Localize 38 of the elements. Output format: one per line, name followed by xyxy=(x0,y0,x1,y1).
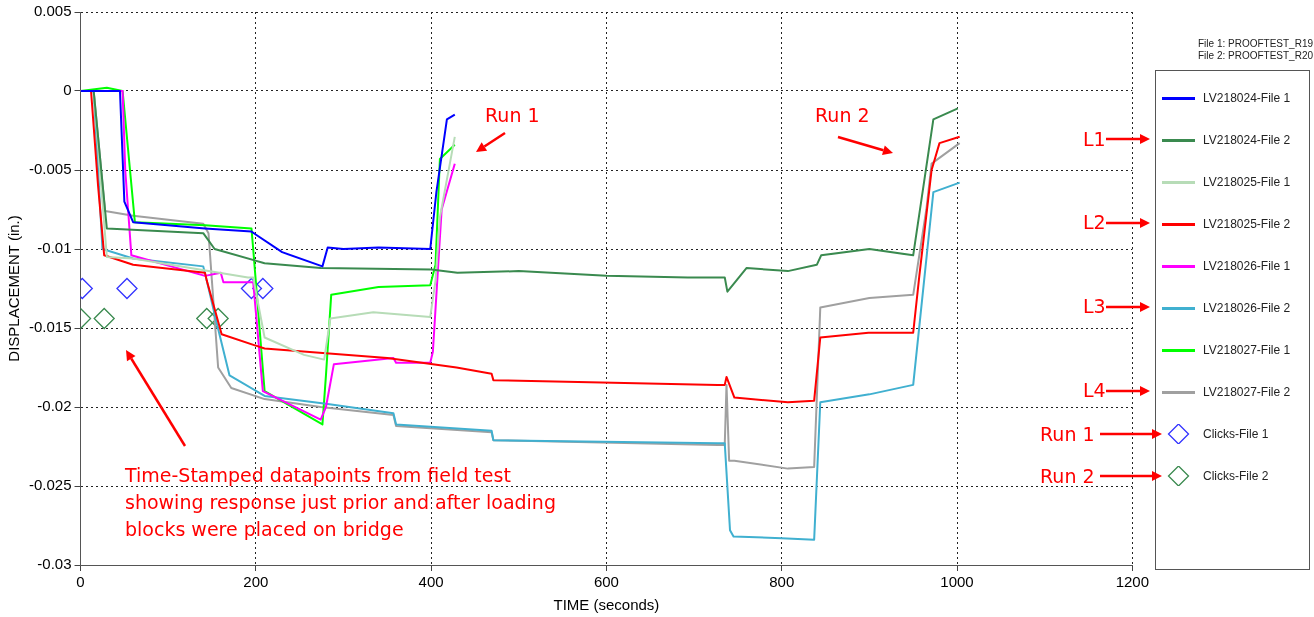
y-tick-label: -0.03 xyxy=(37,555,72,573)
y-tick-label: 0.005 xyxy=(33,2,72,20)
legend-label: Clicks-File 1 xyxy=(1203,427,1269,441)
y-tick-label: 0 xyxy=(63,81,72,99)
legend-label: LV218026-File 2 xyxy=(1203,301,1291,315)
text: File 1: PROOFTEST_R19 xyxy=(1198,38,1314,50)
x-tick-label: 1000 xyxy=(940,573,974,591)
annotation: L4 xyxy=(1083,378,1106,403)
y-tick-label: -0.01 xyxy=(37,239,72,257)
x-tick-label: 600 xyxy=(593,573,619,591)
y-tick-label: -0.02 xyxy=(37,397,72,415)
x-tick-label: 400 xyxy=(418,573,444,591)
annotation: Run 2 xyxy=(815,103,870,128)
x-tick-label: 800 xyxy=(769,573,795,591)
legend-label: Clicks-File 2 xyxy=(1203,469,1269,483)
legend-label: LV218025-File 2 xyxy=(1203,217,1291,231)
x-axis-title: TIME (seconds) xyxy=(553,596,660,614)
annotation: Run 2 xyxy=(1040,464,1095,489)
annotation: Run 1 xyxy=(1040,422,1095,447)
annotation: Run 1 xyxy=(485,103,540,128)
legend-label: LV218024-File 2 xyxy=(1203,133,1291,147)
annotation: Time-Stamped datapoints from field test showing response just prior and after loading blocks were placed on bridge xyxy=(125,463,557,542)
x-tick-label: 1200 xyxy=(1115,573,1149,591)
y-tick-label: -0.025 xyxy=(28,476,72,494)
annotation: L2 xyxy=(1083,210,1106,235)
y-tick-label: -0.005 xyxy=(28,160,72,178)
legend-label: LV218025-File 1 xyxy=(1203,175,1291,189)
y-axis-title: DISPLACEMENT (in.) xyxy=(5,215,23,362)
legend-label: LV218027-File 1 xyxy=(1203,343,1291,357)
x-tick-label: 0 xyxy=(76,573,85,591)
y-tick-label: -0.015 xyxy=(28,318,72,336)
annotation: L1 xyxy=(1083,127,1106,152)
legend-label: LV218026-File 1 xyxy=(1203,259,1291,273)
text: File 2: PROOFTEST_R20 xyxy=(1198,50,1314,62)
legend-label: LV218027-File 2 xyxy=(1203,385,1291,399)
legend-label: LV218024-File 1 xyxy=(1203,91,1291,105)
x-tick-label: 200 xyxy=(243,573,269,591)
annotation: L3 xyxy=(1083,294,1106,319)
